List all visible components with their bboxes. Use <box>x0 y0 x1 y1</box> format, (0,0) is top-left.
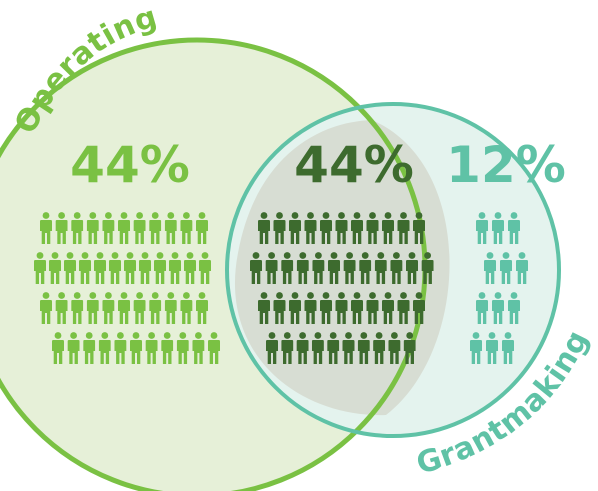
grantmaking-percent: 12% <box>446 136 566 194</box>
overlap-percent: 44% <box>294 136 414 194</box>
grantmaking-circle-outline <box>225 102 561 438</box>
operating-percent: 44% <box>70 136 190 194</box>
